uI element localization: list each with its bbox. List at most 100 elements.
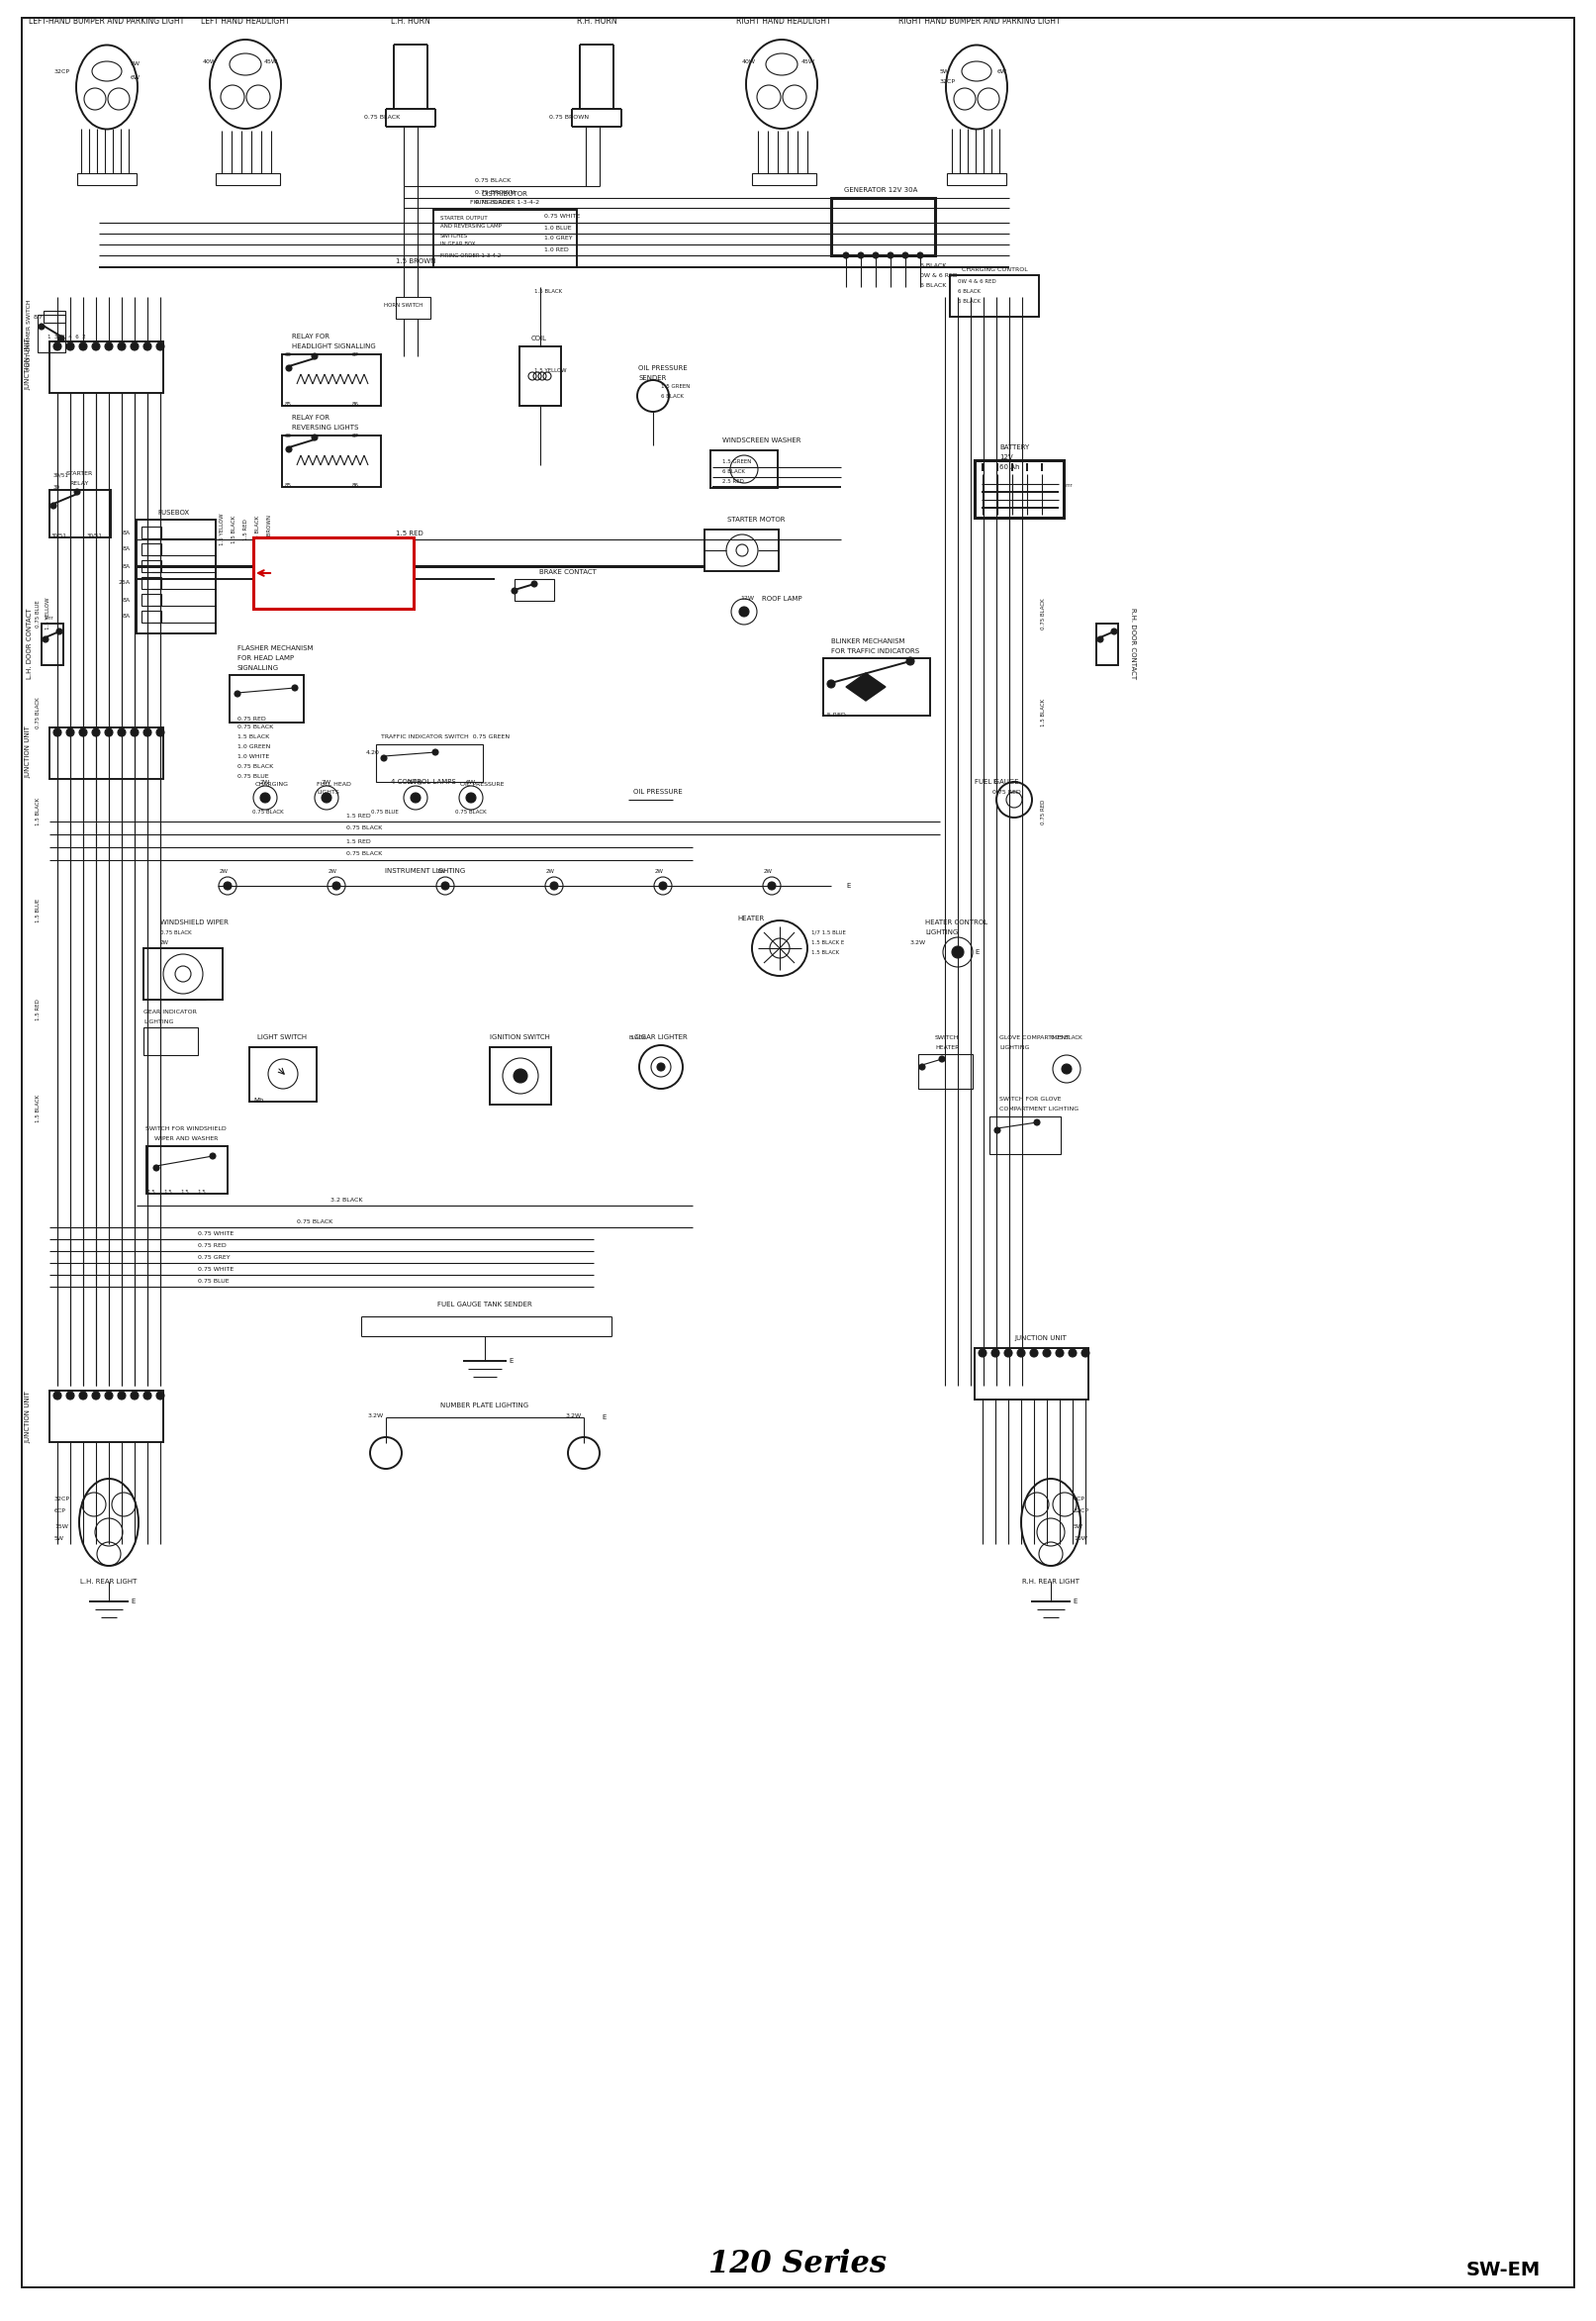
Text: 1.5 RED: 1.5 RED <box>35 998 40 1021</box>
Text: 6W: 6W <box>131 74 140 79</box>
Circle shape <box>131 344 139 350</box>
Text: L.H. HORN: L.H. HORN <box>391 16 431 26</box>
Circle shape <box>43 636 48 643</box>
Bar <box>142 559 161 571</box>
Circle shape <box>286 364 292 371</box>
Text: STARTER MOTOR: STARTER MOTOR <box>728 518 785 522</box>
Circle shape <box>907 657 915 666</box>
Text: 5W: 5W <box>1074 1525 1084 1530</box>
Text: Circuit: Circuit <box>270 585 330 603</box>
Text: E: E <box>602 1413 606 1420</box>
Text: rrrr: rrrr <box>1063 483 1073 487</box>
Text: 30: 30 <box>286 434 292 439</box>
Text: DISTRIBUTOR: DISTRIBUTOR <box>482 190 528 197</box>
Circle shape <box>1061 1063 1071 1075</box>
Circle shape <box>67 344 73 350</box>
Text: 4.20: 4.20 <box>365 750 380 754</box>
Bar <box>49 726 163 780</box>
Text: 30/51: 30/51 <box>51 534 67 538</box>
Text: 12V: 12V <box>999 455 1013 460</box>
Text: OIL PRESSURE: OIL PRESSURE <box>634 789 683 794</box>
Bar <box>282 436 381 487</box>
Circle shape <box>887 253 894 258</box>
Circle shape <box>38 323 45 330</box>
Circle shape <box>156 1393 164 1400</box>
Text: 1.5 RED: 1.5 RED <box>244 518 249 541</box>
Text: 1.5: 1.5 <box>163 1191 172 1195</box>
Text: RIGHT HAND BUMPER AND PARKING LIGHT: RIGHT HAND BUMPER AND PARKING LIGHT <box>899 16 1060 26</box>
Text: FOR TRAFFIC INDICATORS: FOR TRAFFIC INDICATORS <box>832 648 919 655</box>
Circle shape <box>53 729 61 736</box>
Bar <box>43 311 65 323</box>
Text: 86: 86 <box>353 483 359 487</box>
Text: 6W: 6W <box>998 70 1007 74</box>
Text: 1.5 BROWN: 1.5 BROWN <box>396 258 436 265</box>
Circle shape <box>1111 629 1117 634</box>
Text: 40W: 40W <box>742 58 757 65</box>
Circle shape <box>144 344 152 350</box>
Text: 2W@: 2W@ <box>407 780 423 784</box>
Text: 2W: 2W <box>220 868 228 873</box>
Text: E: E <box>131 1599 136 1604</box>
Text: SENDER: SENDER <box>638 376 666 381</box>
Text: JUNCTION UNIT: JUNCTION UNIT <box>24 339 30 390</box>
Bar <box>215 174 279 186</box>
Circle shape <box>1098 636 1103 643</box>
Text: 30/51: 30/51 <box>88 534 102 538</box>
Text: 0.75 BLUE: 0.75 BLUE <box>35 599 40 627</box>
Text: CIGAR LIGHTER: CIGAR LIGHTER <box>634 1035 688 1040</box>
Text: 12W: 12W <box>741 596 753 601</box>
Text: 8A: 8A <box>123 615 131 620</box>
Circle shape <box>659 882 667 889</box>
Text: LEFT-HAND BUMPER AND PARKING LIGHT: LEFT-HAND BUMPER AND PARKING LIGHT <box>29 16 185 26</box>
Text: 1.0 GREEN: 1.0 GREEN <box>238 743 270 750</box>
Circle shape <box>994 1128 1001 1133</box>
Text: 1.0 GREY: 1.0 GREY <box>544 237 573 241</box>
Circle shape <box>73 490 80 494</box>
Circle shape <box>67 729 73 736</box>
Circle shape <box>843 253 849 258</box>
Bar <box>49 1390 163 1441</box>
Text: 120 Series: 120 Series <box>709 2249 887 2279</box>
Bar <box>990 1116 1061 1154</box>
Text: 0W 4 & 6 RED: 0W 4 & 6 RED <box>958 279 996 285</box>
Text: LIGHTING: LIGHTING <box>926 928 958 935</box>
Text: 2W: 2W <box>654 868 664 873</box>
Text: 30: 30 <box>53 485 61 490</box>
Circle shape <box>80 344 88 350</box>
Circle shape <box>93 729 101 736</box>
Text: FOOT DIMMER SWITCH: FOOT DIMMER SWITCH <box>27 299 32 369</box>
Text: BRAKE CONTACT: BRAKE CONTACT <box>539 569 597 576</box>
Text: 10 BROWN: 10 BROWN <box>268 515 273 545</box>
Text: FUEL GAUGE: FUEL GAUGE <box>975 780 1018 784</box>
Text: 30/51: 30/51 <box>53 473 69 478</box>
Circle shape <box>144 729 152 736</box>
Circle shape <box>410 794 420 803</box>
Text: LIGHTING: LIGHTING <box>144 1019 174 1024</box>
Text: 8.7: 8.7 <box>34 313 43 320</box>
Circle shape <box>938 1056 945 1063</box>
Text: 0.75 BLACK: 0.75 BLACK <box>238 764 273 768</box>
Text: BLINKER MECHANISM: BLINKER MECHANISM <box>832 638 905 645</box>
Bar <box>752 174 816 186</box>
Bar <box>49 341 163 392</box>
Bar <box>249 1047 316 1102</box>
Text: 0.75 BLUE: 0.75 BLUE <box>370 810 399 815</box>
Circle shape <box>442 882 448 889</box>
Bar <box>142 543 161 555</box>
Text: 8A: 8A <box>123 548 131 552</box>
Text: FIRING ORDER 1-3-4-2: FIRING ORDER 1-3-4-2 <box>440 253 501 258</box>
Text: HEATER: HEATER <box>935 1044 959 1049</box>
Text: 1.5 BLACK: 1.5 BLACK <box>255 515 260 543</box>
Text: 2.5 RED: 2.5 RED <box>723 480 744 485</box>
Text: L.H. DOOR CONTACT: L.H. DOOR CONTACT <box>27 608 32 678</box>
Text: 1.5 YELLOW: 1.5 YELLOW <box>535 367 567 374</box>
Text: 40W: 40W <box>203 58 217 65</box>
Polygon shape <box>846 673 886 701</box>
Circle shape <box>286 446 292 453</box>
Bar <box>282 355 381 406</box>
Text: 0.75 BLACK: 0.75 BLACK <box>1050 1035 1082 1040</box>
Circle shape <box>156 729 164 736</box>
Circle shape <box>381 754 386 761</box>
Text: 0.75 WHITE: 0.75 WHITE <box>544 214 579 218</box>
